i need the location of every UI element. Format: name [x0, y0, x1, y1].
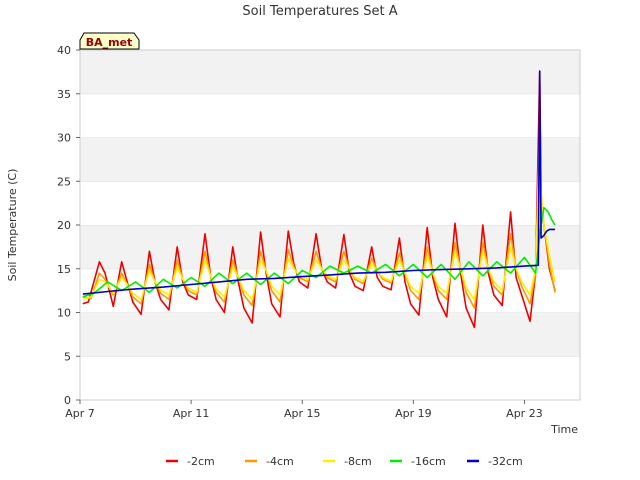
y-axis: 0 5 10 15 20 25 30 35 40: [57, 44, 80, 407]
legend-item: -32cm: [467, 455, 523, 468]
grid-band: [80, 225, 580, 269]
series-line-2cm: [82, 71, 556, 329]
legend-label: -32cm: [488, 455, 523, 468]
y-tick-label: 0: [64, 394, 71, 407]
chart-title: Soil Temperatures Set A: [242, 4, 397, 19]
series-line-32cm: [82, 70, 555, 295]
legend-item: -8cm: [323, 455, 372, 468]
grid-band: [80, 181, 580, 225]
y-tick-label: 5: [64, 350, 71, 363]
x-tick-label: Apr 15: [284, 407, 321, 420]
site-badge-label: BA_met: [86, 36, 133, 49]
grid-band: [80, 356, 580, 400]
x-tick-label: Apr 19: [395, 407, 432, 420]
site-badge: BA_met: [79, 32, 140, 50]
plot-area: [79, 49, 581, 401]
legend-label: -8cm: [344, 455, 372, 468]
x-tick-label: Apr 7: [65, 407, 95, 420]
y-tick-label: 25: [57, 175, 71, 188]
legend-label: -4cm: [266, 455, 294, 468]
y-tick-label: 10: [57, 307, 71, 320]
site-badge-box: [79, 32, 140, 50]
legend-item: -4cm: [245, 455, 294, 468]
x-tick-label: Apr 23: [506, 407, 543, 420]
grid-bands: [80, 49, 580, 400]
y-axis-label: Soil Temperature (C): [6, 169, 19, 282]
y-tick-label: 20: [57, 219, 71, 232]
grid-band: [80, 312, 580, 357]
series-lines: [82, 70, 556, 329]
legend-label: -16cm: [411, 455, 446, 468]
y-tick-label: 15: [57, 263, 71, 276]
y-tick-label: 40: [57, 44, 71, 57]
series-line-16cm: [82, 206, 556, 298]
y-tick-label: 35: [57, 88, 71, 101]
legend-label: -2cm: [187, 455, 215, 468]
x-tick-label: Apr 11: [173, 407, 210, 420]
grid-band: [80, 50, 580, 94]
x-axis-label: Time: [550, 423, 578, 436]
grid-band: [80, 93, 580, 138]
grid-band: [80, 137, 580, 182]
legend-item: -16cm: [390, 455, 446, 468]
y-tick-label: 30: [57, 132, 71, 145]
legend: -2cm -4cm -8cm -16cm -32cm: [166, 455, 523, 468]
legend-item: -2cm: [166, 455, 215, 468]
x-axis: Apr 7 Apr 11 Apr 15 Apr 19 Apr 23: [65, 400, 543, 420]
